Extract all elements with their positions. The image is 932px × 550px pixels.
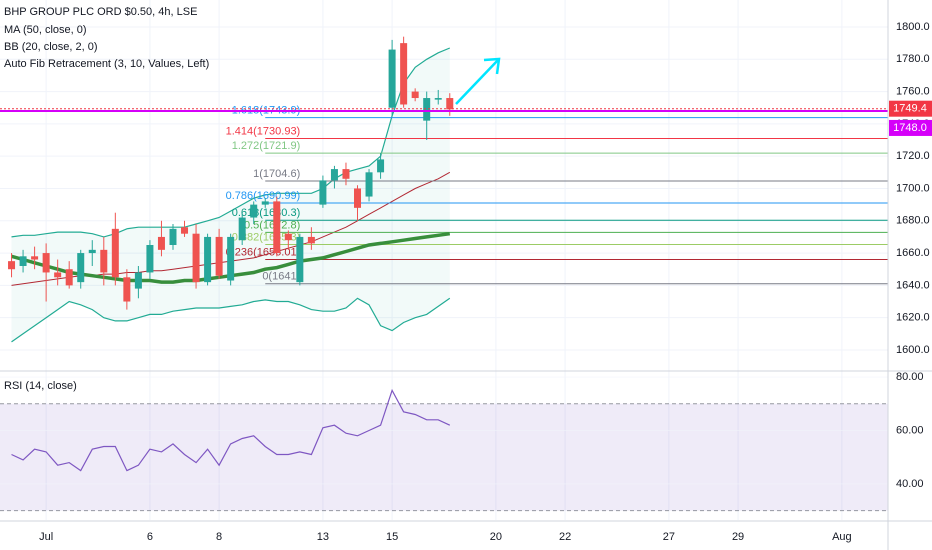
price-badge-label: 1748.0 — [893, 122, 927, 134]
fib-legend: Auto Fib Retracement (3, 10, Values, Lef… — [4, 58, 209, 70]
bb-fill — [11, 47, 450, 342]
fib-label: 1(1704.6) — [253, 168, 300, 180]
y-tick-label: 1700.0 — [896, 182, 930, 194]
y-tick-label: 1780.0 — [896, 53, 930, 65]
candle-body — [354, 188, 362, 208]
candle-body — [319, 180, 327, 205]
y-tick-label: 1620.0 — [896, 312, 930, 324]
candle-body — [227, 236, 235, 281]
rsi-tick-label: 60.00 — [896, 424, 924, 436]
price-badge — [889, 100, 932, 117]
candle-body — [111, 228, 119, 278]
y-tick-label: 1640.0 — [896, 279, 930, 291]
price-badge — [889, 119, 932, 136]
candle-body — [100, 249, 108, 273]
candle-body — [400, 43, 408, 105]
fib-label: 0.382(1665.3) — [232, 231, 301, 243]
y-tick-label: 1660.0 — [896, 247, 930, 259]
candle-body — [65, 269, 73, 286]
candle-body — [192, 233, 200, 283]
candle-body — [42, 253, 50, 273]
y-tick-label: 1800.0 — [896, 21, 930, 33]
candle-body — [284, 233, 292, 241]
fib-label: 1.414(1730.93) — [226, 125, 301, 137]
candle-body — [54, 272, 62, 278]
fib-label: 0(1641) — [262, 271, 300, 283]
candle-body — [365, 172, 373, 197]
rsi-legend: RSI (14, close) — [4, 380, 77, 392]
candle-body — [411, 91, 419, 99]
candle-body — [215, 236, 223, 276]
bb-upper — [11, 47, 451, 238]
candle-body — [434, 98, 442, 100]
ma-legend: MA (50, close, 0) — [4, 24, 87, 36]
candle-body — [123, 277, 131, 302]
rsi-tick-label: 80.00 — [896, 371, 924, 383]
candle-body — [157, 236, 165, 250]
fib-label: 0.786(1690.99) — [226, 190, 301, 202]
candle-body — [307, 236, 315, 244]
x-tick-label: Aug — [832, 531, 852, 543]
rsi-tick-label: 40.00 — [896, 478, 924, 490]
candle-body — [377, 159, 385, 173]
y-tick-label: 1600.0 — [896, 344, 930, 356]
x-tick-label: Jul — [39, 531, 53, 543]
bb-lower — [11, 297, 451, 343]
y-tick-label: 1680.0 — [896, 215, 930, 227]
candle-body — [388, 49, 396, 108]
candle-body — [134, 272, 142, 289]
rsi-band — [0, 403, 888, 511]
candle-body — [261, 201, 269, 205]
symbol-title: BHP GROUP PLC ORD $0.50, 4h, LSE — [4, 6, 197, 18]
y-tick-label: 1760.0 — [896, 85, 930, 97]
candle-body — [204, 236, 212, 283]
candle-body — [423, 98, 431, 121]
candle-body — [273, 201, 281, 254]
x-tick-label: 27 — [663, 531, 675, 543]
candle-body — [446, 98, 454, 110]
candle-body — [169, 228, 177, 245]
candle-body — [342, 169, 350, 179]
candle-body — [8, 261, 16, 270]
y-tick-label: 1720.0 — [896, 150, 930, 162]
fib-label: 1.272(1721.9) — [232, 140, 301, 152]
candle-body — [146, 244, 154, 273]
x-tick-label: 13 — [317, 531, 329, 543]
candle-body — [77, 253, 85, 283]
x-tick-label: 20 — [490, 531, 502, 543]
candle-body — [330, 169, 338, 181]
forecast-arrow — [455, 57, 501, 105]
candle-body — [88, 249, 96, 254]
fib-label: 0.618(1680.3) — [232, 207, 301, 219]
candle-body — [296, 236, 304, 283]
x-tick-label: 6 — [147, 531, 153, 543]
candle-body — [19, 256, 27, 266]
candle-body — [181, 227, 189, 234]
candle-body — [250, 204, 258, 218]
fib-label: 0.236(1656.01) — [226, 246, 301, 258]
x-tick-label: 29 — [732, 531, 744, 543]
price-badge-label: 1749.4 — [893, 103, 927, 115]
candle-body — [238, 217, 246, 241]
fib-label: 0.5(1672.8) — [244, 219, 300, 231]
x-tick-label: 8 — [216, 531, 222, 543]
x-tick-label: 22 — [559, 531, 571, 543]
rsi-line — [11, 388, 451, 472]
x-tick-label: 15 — [386, 531, 398, 543]
candle-body — [31, 256, 39, 260]
bb-legend: BB (20, close, 2, 0) — [4, 41, 98, 53]
